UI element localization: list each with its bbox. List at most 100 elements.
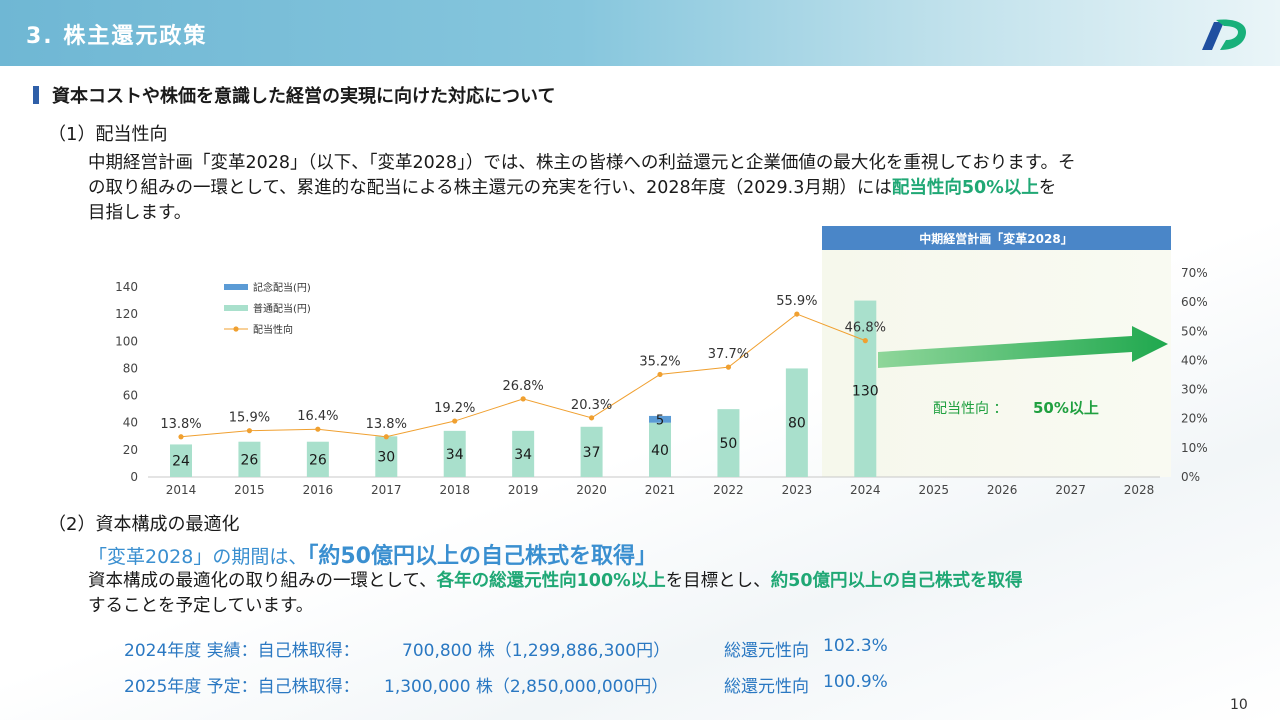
payout-ratio-label: 15.9% <box>229 411 270 426</box>
x-tick-label: 2022 <box>713 483 744 497</box>
bar-regular-dividend <box>512 430 535 477</box>
payout-ratio-point <box>178 434 184 440</box>
bar-regular-dividend <box>785 368 808 477</box>
bar-regular-dividend <box>238 441 261 477</box>
paragraph-line-3: 目指します。 <box>88 203 192 223</box>
bar-series: 24 26 26 30 34 34 37 5 40 50 80 130 <box>170 300 879 477</box>
legend-label-commemorative: 記念配当(円) <box>253 281 311 294</box>
x-tick-label: 2027 <box>1055 483 1086 497</box>
payout-target-highlight: 配当性向50%以上 <box>891 178 1039 198</box>
x-tick-label: 2028 <box>1124 483 1155 497</box>
chart-legend: 記念配当(円) 普通配当(円) 配当性向 <box>224 281 311 336</box>
bar-value-label: 30 <box>377 450 395 466</box>
page-title: 3. 株主還元政策 <box>26 24 208 49</box>
right-axis: 0% 10% 20% 30% 40% 50% 60% 70% <box>1181 266 1208 484</box>
x-tick-label: 2016 <box>303 483 334 497</box>
legend-label-regular: 普通配当(円) <box>253 302 311 315</box>
legend-swatch-commemorative <box>224 284 248 290</box>
x-tick-label: 2023 <box>782 483 813 497</box>
capital-paragraph-line-1: 資本構成の最適化の取り組みの一環として、各年の総還元性向100%以上を目標とし、… <box>88 569 1023 594</box>
left-tick-label: 0 <box>130 470 138 484</box>
company-logo-icon <box>1202 19 1246 50</box>
target-arrow <box>878 326 1168 368</box>
page-number: 10 <box>1230 697 1248 713</box>
x-tick-label: 2017 <box>371 483 402 497</box>
capital-paragraph-line-2: することを予定しています。 <box>88 596 314 616</box>
bar-value-label: 34 <box>446 447 464 463</box>
left-tick-label: 120 <box>115 307 138 321</box>
subsection-heading-payout: （1）配当性向 <box>48 124 168 145</box>
section-marker <box>33 86 39 104</box>
left-tick-label: 80 <box>123 361 138 375</box>
payout-ratio-label: 20.3% <box>571 398 612 413</box>
bar-regular-dividend <box>306 441 329 477</box>
paragraph-line-2-text: の取り組みの一環として、累進的な配当による株主還元の充実を行い、2028年度（2… <box>88 178 892 198</box>
payout-ratio-point <box>383 434 389 440</box>
capital-text-a: 資本構成の最適化の取り組みの一環として、 <box>88 571 437 591</box>
x-tick-label: 2020 <box>576 483 607 497</box>
payout-ratio-point <box>794 311 800 317</box>
bar-value-label: 26 <box>241 452 259 468</box>
payout-ratio-label: 19.2% <box>434 401 475 416</box>
buyback-row-2024-ratio-label: 総還元性向 <box>724 641 809 661</box>
target-label: 配当性向 ： <box>933 401 1007 417</box>
legend-swatch-regular <box>224 305 248 311</box>
bar-regular-dividend <box>649 422 672 477</box>
bar-value-label: 80 <box>788 416 806 432</box>
payout-ratio-point <box>520 396 526 402</box>
bar-regular-dividend <box>580 426 603 477</box>
x-tick-label: 2026 <box>987 483 1018 497</box>
payout-ratio-label: 35.2% <box>639 354 680 369</box>
bar-value-label: 24 <box>172 454 190 470</box>
left-tick-label: 20 <box>123 443 138 457</box>
legend-swatch-marker <box>233 326 239 332</box>
left-tick-label: 40 <box>123 416 138 430</box>
bar-regular-dividend <box>717 409 740 477</box>
x-tick-label: 2018 <box>439 483 470 497</box>
payout-ratio-point <box>315 426 321 432</box>
right-tick-label: 50% <box>1181 324 1208 338</box>
right-tick-label: 60% <box>1181 295 1208 309</box>
payout-line-series: 13.8% 15.9% 16.4% 13.8% 19.2% 26.8% 20.3% 35.2%… <box>160 294 886 440</box>
right-tick-label: 70% <box>1181 266 1208 280</box>
buyback-row-2025-label: 2025年度 予定：自己株取得： <box>124 677 360 697</box>
plan-banner-label: 中期経営計画「変革2028」 <box>919 231 1072 246</box>
buyback-row-2024-ratio: 102.3% <box>823 636 888 656</box>
buyback-lead-strong: 「約50億円以上の自己株式を取得」 <box>307 544 657 569</box>
bar-value-label: 40 <box>651 443 669 459</box>
payout-ratio-point <box>657 371 663 378</box>
capital-text-c: を目標とし、 <box>665 571 771 591</box>
bar-regular-dividend <box>170 444 192 477</box>
payout-ratio-point <box>588 415 595 421</box>
bar-commemorative-value-label: 5 <box>656 413 664 428</box>
header-bar: 3. 株主還元政策 <box>0 0 1280 66</box>
left-axis: 0 20 40 60 80 100 120 140 <box>115 280 138 484</box>
payout-ratio-label: 46.8% <box>845 321 886 336</box>
x-tick-label: 2015 <box>234 483 265 497</box>
legend-label-ratio: 配当性向 <box>253 323 293 336</box>
payout-ratio-label: 16.4% <box>297 409 338 424</box>
bar-value-label: 37 <box>583 445 601 461</box>
bar-value-label: 34 <box>514 447 532 463</box>
buyback-lead: 「変革2028」の期間は、「約50億円以上の自己株式を取得」 <box>88 538 657 570</box>
payout-ratio-label: 26.8% <box>502 379 543 394</box>
payout-ratio-point <box>246 428 253 434</box>
paragraph-line-2-end: を <box>1038 178 1057 198</box>
paragraph-line-1: 中期経営計画「変革2028」（以下、「変革2028」）では、株主の皆様への利益還… <box>88 153 1076 173</box>
right-tick-label: 0% <box>1181 470 1200 484</box>
plan-banner <box>822 226 1171 250</box>
left-tick-label: 60 <box>123 389 138 403</box>
subsection-heading-capital: （2）資本構成の最適化 <box>48 514 240 535</box>
x-tick-label: 2014 <box>166 483 197 497</box>
x-tick-label: 2019 <box>508 483 539 497</box>
buyback-row-2024-shares: 700,800 株（1,299,886,300円） <box>402 641 671 661</box>
x-tick-label: 2024 <box>850 483 881 497</box>
payout-ratio-label: 55.9% <box>776 294 817 309</box>
right-tick-label: 30% <box>1181 383 1208 397</box>
payout-ratio-label: 13.8% <box>160 417 201 432</box>
payout-ratio-point <box>725 364 732 370</box>
target-value: 50%以上 <box>1033 399 1099 417</box>
buyback-row-2025-ratio: 100.9% <box>823 672 888 692</box>
capital-highlight-ratio: 各年の総還元性向100%以上 <box>436 571 666 591</box>
